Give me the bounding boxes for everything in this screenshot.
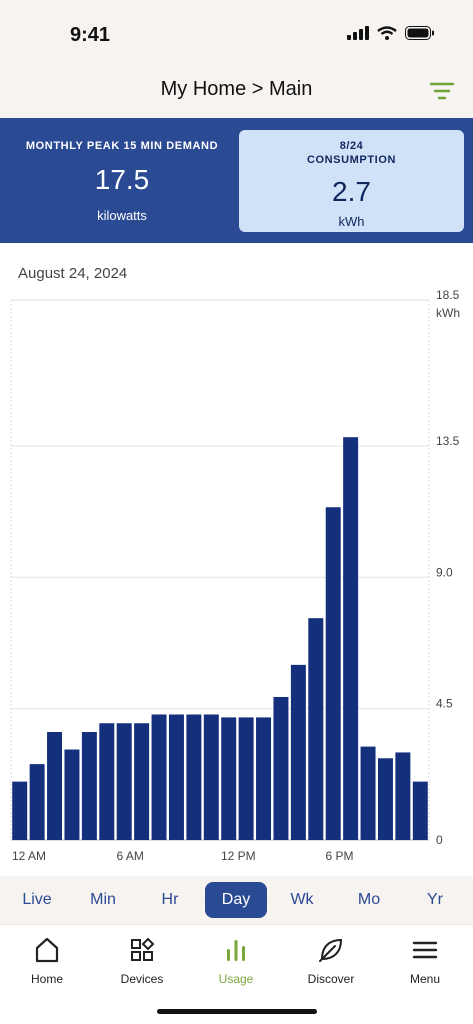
- usage-chart-svg: 18.5 13.5 9.0 4.5 0 kWh 12 AM 6 AM 12 PM 6 PM: [10, 288, 460, 863]
- nav-label: Usage: [218, 972, 254, 986]
- chart-bar: [395, 752, 411, 840]
- status-bar: 9:41: [0, 0, 473, 66]
- chart-bar: [81, 732, 97, 840]
- home-icon: [2, 933, 92, 967]
- chart-bar: [12, 781, 28, 840]
- chart-date: August 24, 2024: [18, 265, 128, 282]
- chart-bar: [256, 717, 272, 840]
- x-tick-label: 12 AM: [12, 849, 46, 863]
- chart-bar: [64, 749, 80, 840]
- nav-item-menu[interactable]: Menu: [380, 933, 470, 986]
- chart-bar: [308, 618, 324, 840]
- peak-demand-value: 17.5: [94, 164, 150, 195]
- nav-label: Devices: [120, 972, 164, 986]
- home-indicator: [157, 1009, 317, 1014]
- chart-bar: [99, 723, 115, 840]
- y-tick-label: 0: [436, 833, 443, 847]
- chart-bar: [238, 717, 254, 840]
- chart-bar: [47, 732, 63, 840]
- y-tick-label: 13.5: [436, 434, 460, 448]
- peak-demand-card[interactable]: MONTHLY PEAK 15 MIN DEMAND 17.5 kilowatt…: [10, 130, 234, 232]
- nav-item-usage[interactable]: Usage: [191, 933, 281, 986]
- chart-bar: [412, 781, 428, 840]
- usage-icon: [191, 933, 281, 967]
- status-icons: [347, 26, 435, 40]
- chart-bar: [325, 507, 341, 840]
- page-title: My Home > Main: [160, 78, 313, 100]
- chart-bar: [116, 723, 132, 840]
- chart-bar: [221, 717, 237, 840]
- period-tab-min[interactable]: Min: [90, 891, 116, 908]
- chart-bar: [186, 714, 202, 840]
- period-tab-mo[interactable]: Mo: [357, 891, 381, 908]
- chart-bar: [151, 714, 167, 840]
- nav-item-home[interactable]: Home: [2, 933, 92, 986]
- nav-label: Menu: [409, 972, 441, 986]
- menu-icon: [380, 933, 470, 967]
- chart-bar: [134, 723, 150, 840]
- chart-bar: [343, 437, 359, 840]
- nav-label: Home: [30, 972, 63, 986]
- consumption-card[interactable]: 8/24 CONSUMPTION 2.7 kWh: [239, 130, 464, 232]
- period-tab-day[interactable]: Day: [205, 882, 267, 918]
- chart-bar: [29, 764, 45, 840]
- x-tick-label: 6 AM: [117, 849, 144, 863]
- y-tick-label: 9.0: [436, 565, 453, 579]
- filter-button[interactable]: [429, 78, 455, 104]
- x-tick-label: 12 PM: [221, 849, 256, 863]
- signal-icon: [347, 26, 369, 40]
- period-selector: Live Min Hr Day Wk Mo Yr: [0, 876, 473, 924]
- chart-bar: [290, 664, 306, 840]
- y-unit-label: kWh: [436, 306, 460, 320]
- peak-demand-unit: kilowatts: [97, 208, 147, 223]
- period-tab-hr[interactable]: Hr: [161, 891, 179, 908]
- period-tab-live[interactable]: Live: [22, 891, 52, 908]
- nav-item-discover[interactable]: Discover: [286, 933, 376, 986]
- y-tick-label: 4.5: [436, 697, 453, 711]
- y-tick-label: 18.5: [436, 290, 460, 302]
- period-tab-yr[interactable]: Yr: [427, 891, 443, 908]
- consumption-date: 8/24: [339, 140, 364, 152]
- period-tab-wk[interactable]: Wk: [290, 891, 314, 908]
- header: My Home > Main: [0, 66, 473, 118]
- consumption-unit: kWh: [338, 214, 365, 229]
- devices-icon: [97, 933, 187, 967]
- battery-icon: [405, 26, 434, 40]
- summary-panel: MONTHLY PEAK 15 MIN DEMAND 17.5 kilowatt…: [0, 118, 473, 243]
- consumption-label: CONSUMPTION: [306, 154, 397, 166]
- chart-bar: [168, 714, 184, 840]
- nav-label: Discover: [307, 972, 355, 986]
- chart-bar: [273, 696, 289, 840]
- consumption-value: 2.7: [332, 176, 371, 207]
- bottom-nav: Home Devices Usage Discover Menu: [0, 924, 473, 1024]
- status-time: 9:41: [70, 24, 111, 46]
- leaf-icon: [286, 933, 376, 967]
- peak-demand-label: MONTHLY PEAK 15 MIN DEMAND: [25, 140, 219, 152]
- chart-bar: [377, 758, 393, 840]
- chart-bar: [360, 746, 376, 840]
- x-tick-label: 6 PM: [326, 849, 354, 863]
- wifi-icon: [377, 26, 397, 40]
- nav-item-devices[interactable]: Devices: [97, 933, 187, 986]
- chart-bar: [203, 714, 219, 840]
- filter-icon: [429, 82, 455, 100]
- usage-chart[interactable]: 18.5 13.5 9.0 4.5 0 kWh 12 AM 6 AM 12 PM 6 PM: [0, 288, 473, 870]
